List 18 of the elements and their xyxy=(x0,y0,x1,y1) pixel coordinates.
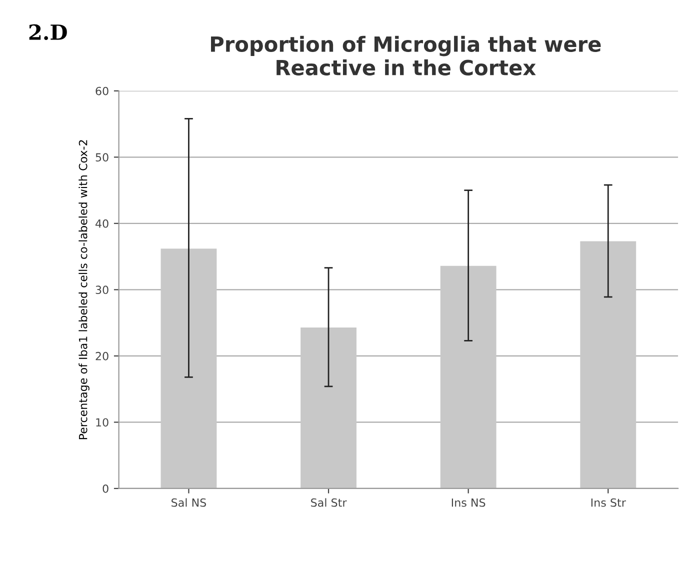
x-tick-label: Ins Str xyxy=(591,498,626,507)
bar xyxy=(580,241,636,488)
y-tick-label: 10 xyxy=(96,418,108,427)
y-tick-label: 40 xyxy=(96,219,108,228)
bar xyxy=(300,327,356,488)
y-tick-label: 0 xyxy=(102,484,108,493)
y-axis-title: Percentage of Iba1 labeled cells co-labeled with Cox-2 xyxy=(78,140,90,440)
bar xyxy=(160,248,217,488)
x-tick-label: Ins NS xyxy=(452,498,486,507)
text: 2.D xyxy=(29,24,67,40)
x-tick-label: Sal NS xyxy=(172,498,206,507)
y-tick-label: 30 xyxy=(96,286,108,294)
y-tick-label: 60 xyxy=(96,86,108,96)
y-tick-label: 50 xyxy=(96,153,108,162)
chart-title: Proportion of Microglia that were Reactive in the Cortex xyxy=(211,36,601,76)
bar xyxy=(440,266,496,488)
y-tick-label: 20 xyxy=(96,352,108,360)
x-tick-label: Sal Str xyxy=(311,498,347,507)
